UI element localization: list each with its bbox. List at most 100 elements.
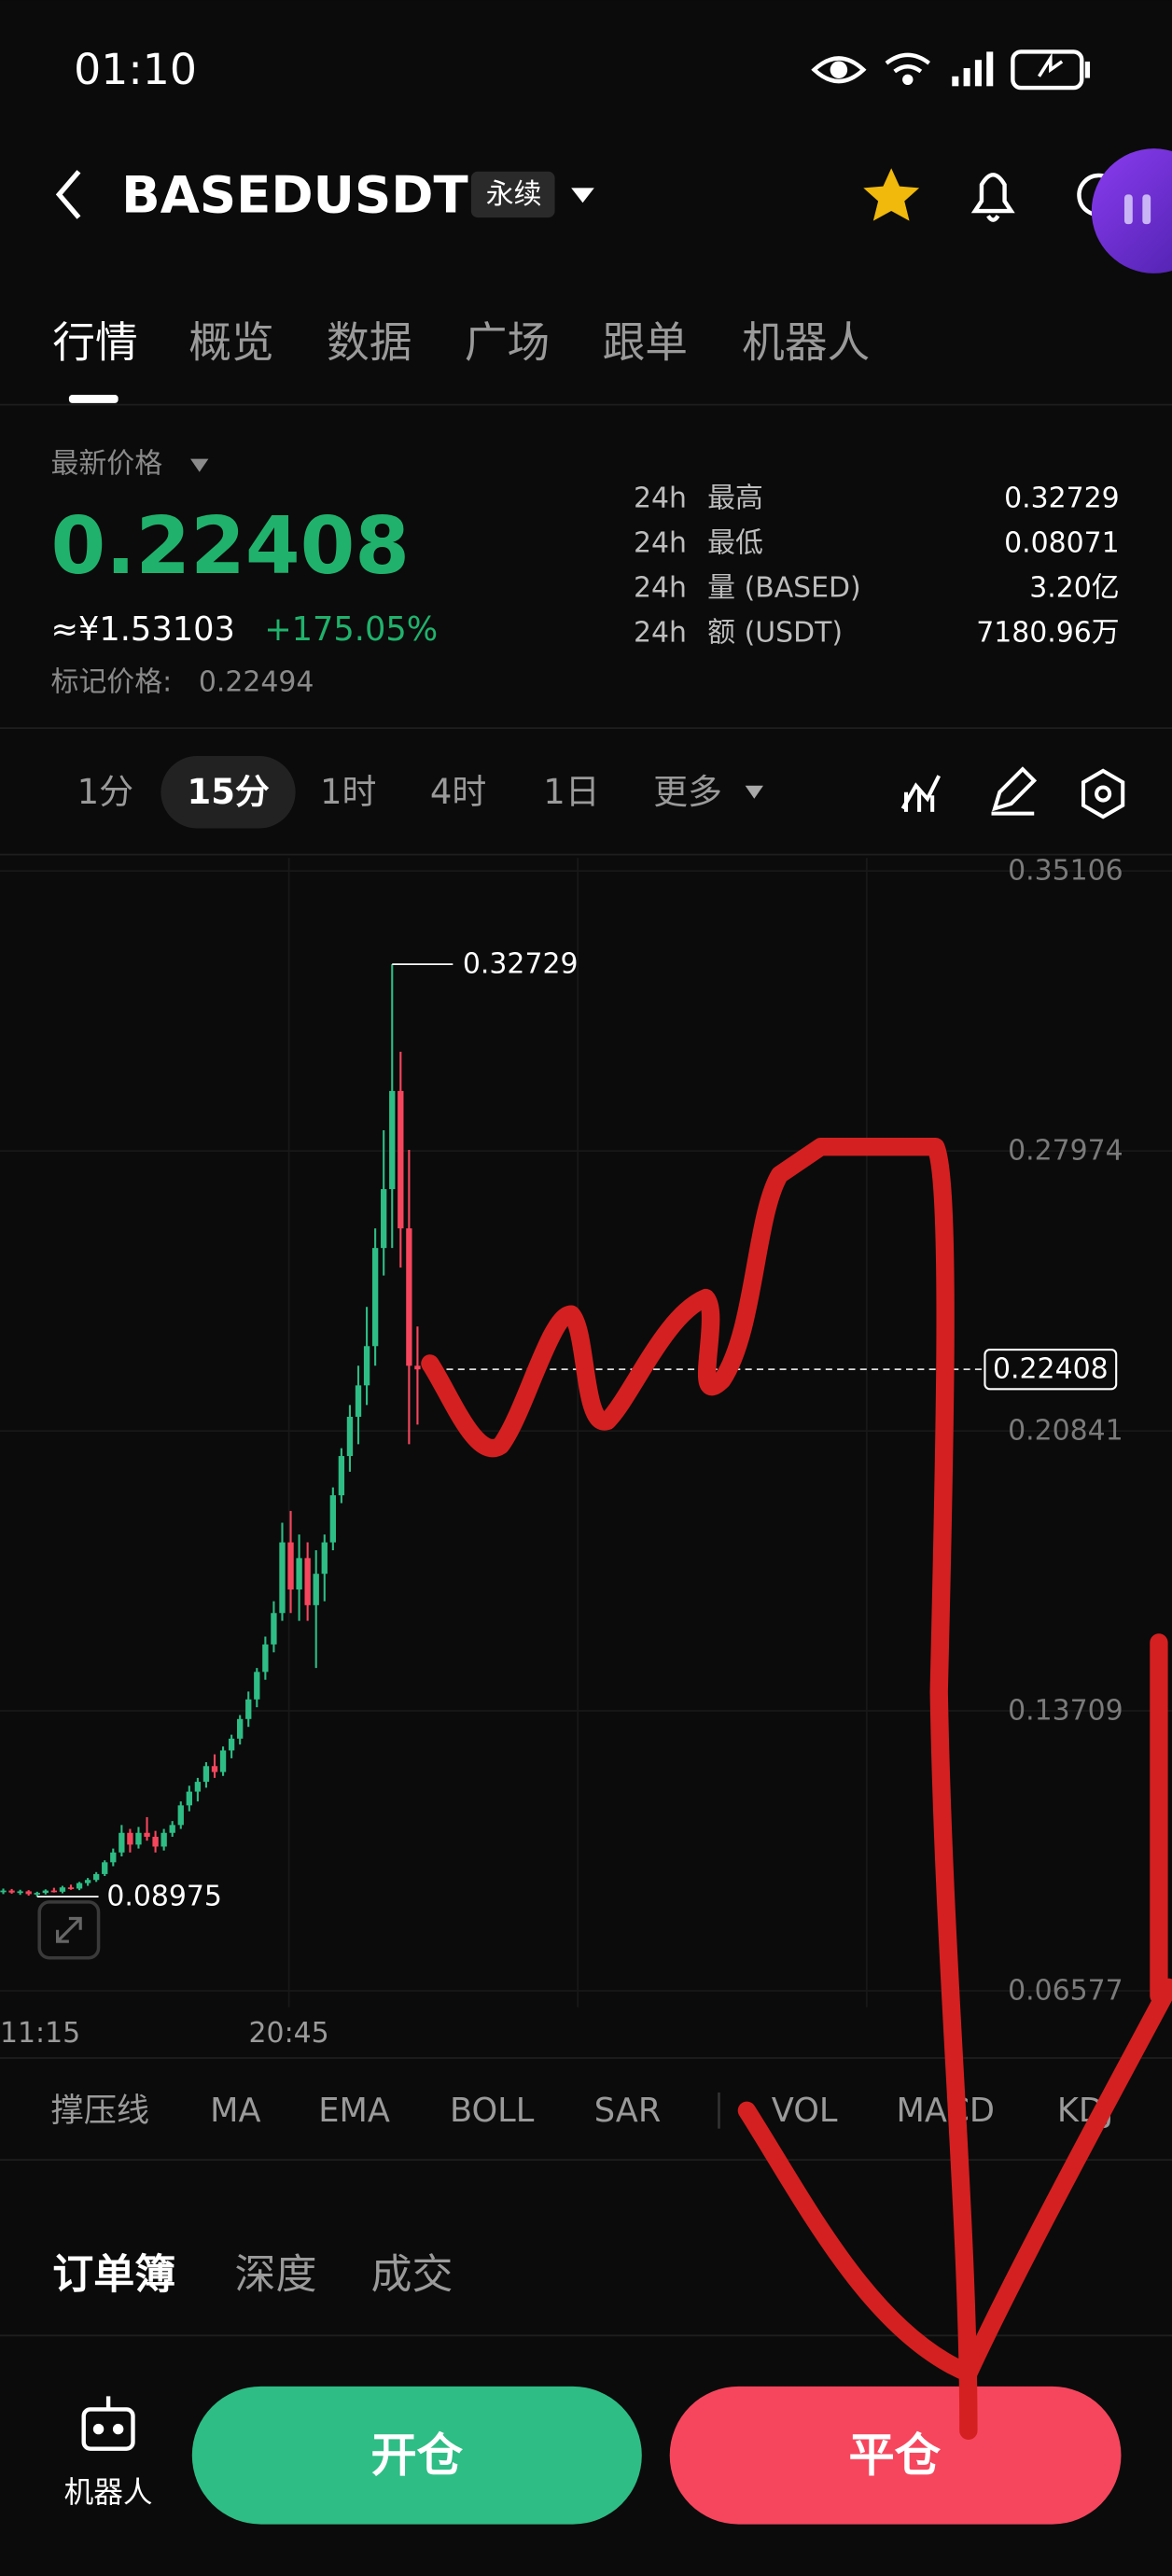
candle-body: [135, 1832, 142, 1845]
interval[interactable]: 15分: [188, 772, 270, 812]
candle-body: [50, 1890, 58, 1893]
indicator[interactable]: VOL: [772, 2092, 838, 2130]
indicator[interactable]: BOLL: [450, 2092, 535, 2130]
candle-body: [42, 1890, 49, 1894]
interval[interactable]: 1日: [543, 772, 599, 812]
orderbook-tab[interactable]: 订单簿: [52, 2251, 175, 2299]
stat-period: 24h: [634, 571, 687, 604]
last-price-box: [984, 1349, 1118, 1391]
tab[interactable]: 广场: [465, 317, 550, 367]
candle-body: [177, 1805, 184, 1826]
stat-period: 24h: [634, 616, 687, 649]
candle-body: [346, 1416, 354, 1457]
indicator[interactable]: EMA: [318, 2092, 390, 2130]
indicator[interactable]: SAR: [594, 2092, 661, 2130]
indicator[interactable]: MACD: [896, 2092, 994, 2130]
chart-tools[interactable]: [900, 766, 1125, 819]
tab[interactable]: 机器人: [742, 317, 870, 367]
candle-body: [355, 1385, 362, 1417]
stat-period: 24h: [634, 526, 687, 559]
open-label[interactable]: 开仓: [371, 2429, 464, 2483]
stat-value: 0.32729: [1004, 482, 1120, 514]
tab-indicator: [68, 395, 119, 403]
robot-label[interactable]: 机器人: [64, 2476, 153, 2510]
x-tick-label: 20:45: [249, 2017, 329, 2050]
tab[interactable]: 数据: [327, 317, 412, 367]
symbol: BASEDUSDT: [121, 164, 467, 224]
x-tick-label: 11:15: [0, 2017, 80, 2050]
candle-body: [219, 1750, 227, 1772]
candle-body: [119, 1832, 125, 1853]
candle-body: [102, 1862, 108, 1874]
candle-body: [262, 1644, 269, 1673]
interval[interactable]: 更多: [653, 772, 722, 812]
robot-icon[interactable]: [81, 2396, 135, 2451]
orderbook-tab[interactable]: 成交: [371, 2251, 453, 2299]
candle-body: [160, 1832, 167, 1847]
last-price-tag: 0.22408: [993, 1353, 1109, 1386]
open-button[interactable]: [191, 2386, 642, 2525]
candle-body: [17, 1891, 23, 1894]
back-button[interactable]: [55, 170, 81, 219]
stat-value: 7180.96万: [976, 616, 1120, 649]
candle-body: [76, 1883, 83, 1889]
more-arrow[interactable]: [745, 785, 763, 799]
close-label[interactable]: 平仓: [848, 2429, 941, 2483]
stat-label: 量 (BASED): [707, 571, 861, 604]
status-icons: [811, 49, 1091, 91]
y-tick-label: 0.20841: [1008, 1415, 1123, 1448]
high-marker-label: 0.32729: [463, 948, 579, 981]
indicator[interactable]: MA: [210, 2092, 260, 2130]
contract-tag[interactable]: 永续: [486, 178, 542, 211]
candle-body: [313, 1574, 319, 1605]
candle-body: [202, 1766, 210, 1783]
tag-bg: [470, 171, 555, 218]
mark-price-label: 标记价格:: [51, 665, 173, 698]
bell[interactable]: [970, 173, 1015, 222]
expand-button[interactable]: [37, 1900, 101, 1960]
y-tick-label: 0.06577: [1008, 1974, 1123, 2007]
vertical-grid: [287, 858, 868, 2008]
candle-body: [228, 1738, 235, 1751]
candle-body: [34, 1893, 40, 1895]
tab[interactable]: 概览: [188, 317, 273, 367]
tab[interactable]: 跟单: [603, 317, 688, 367]
indicator[interactable]: 撑压线: [51, 2092, 150, 2130]
stat-period: 24h: [634, 482, 687, 514]
candle-body: [110, 1852, 117, 1863]
orderbook-tab[interactable]: 深度: [235, 2251, 317, 2299]
candle-body: [321, 1542, 328, 1575]
candle-body: [287, 1542, 294, 1590]
candle-body: [8, 1890, 15, 1893]
interval[interactable]: 1时: [320, 772, 376, 812]
favorite-star[interactable]: [863, 168, 920, 221]
bubble-icon: [1123, 194, 1151, 225]
close-button[interactable]: [669, 2386, 1122, 2525]
cny-price: ≈¥1.53103: [51, 610, 235, 649]
dropdown-arrow[interactable]: [571, 188, 594, 203]
candle-body: [245, 1699, 252, 1719]
candle-body: [338, 1456, 345, 1496]
interval[interactable]: 4时: [430, 772, 486, 812]
stat-label: 额 (USDT): [707, 616, 843, 649]
candle-body: [127, 1832, 133, 1845]
price-label: 最新价格: [51, 447, 163, 480]
candle-body: [0, 1890, 7, 1893]
tab[interactable]: 行情: [52, 317, 137, 367]
candle-body: [186, 1791, 192, 1806]
candle-body: [169, 1825, 175, 1833]
y-tick-label: 0.35106: [1008, 855, 1123, 888]
candle-body: [67, 1887, 75, 1889]
price-label-arrow[interactable]: [190, 458, 209, 472]
candle-body: [237, 1718, 244, 1739]
candle-body: [93, 1873, 100, 1881]
interval[interactable]: 1分: [77, 772, 133, 812]
candle-body: [254, 1672, 260, 1700]
candle-body: [59, 1887, 66, 1892]
candle-body: [371, 1248, 379, 1347]
candle-body: [381, 1189, 387, 1249]
candle-body: [152, 1836, 159, 1847]
status-time: 01:10: [74, 45, 197, 94]
expand-icon: [55, 1916, 82, 1943]
interval-pill: [160, 756, 296, 829]
